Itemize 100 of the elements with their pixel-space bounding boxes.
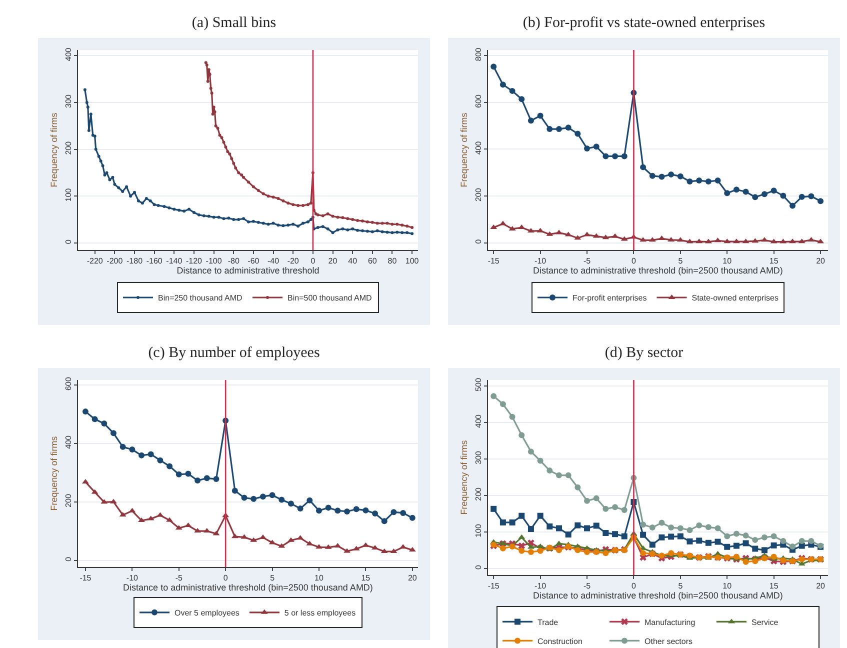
- y-tick-label: 0: [64, 556, 73, 562]
- point: [518, 512, 525, 519]
- point: [686, 527, 693, 534]
- point: [574, 130, 581, 137]
- point: [82, 478, 89, 484]
- point: [658, 174, 665, 180]
- point: [490, 64, 497, 70]
- point: [518, 432, 525, 438]
- point: [752, 194, 758, 200]
- x-tick-label: -140: [166, 256, 183, 266]
- x-tick-label: 20: [816, 256, 826, 266]
- point: [490, 506, 497, 512]
- point: [649, 172, 656, 179]
- point: [316, 544, 322, 549]
- legend-label: Service: [752, 618, 779, 627]
- point: [362, 507, 369, 514]
- point: [537, 112, 544, 119]
- point: [770, 542, 777, 548]
- x-tick-label: -20: [287, 256, 300, 266]
- point: [770, 188, 777, 194]
- point: [509, 414, 516, 420]
- point: [390, 509, 397, 516]
- legend-label: Over 5 employees: [174, 608, 240, 618]
- x-tick-label: -60: [248, 256, 260, 266]
- point: [733, 186, 740, 193]
- point: [110, 430, 116, 436]
- point: [686, 538, 693, 544]
- point: [176, 471, 182, 478]
- point: [241, 494, 248, 501]
- point: [556, 540, 562, 546]
- legend-label: Construction: [538, 636, 582, 646]
- point: [640, 532, 646, 538]
- point: [696, 522, 702, 528]
- point: [204, 475, 210, 482]
- point: [565, 124, 572, 131]
- point: [733, 530, 740, 537]
- x-tick-label: 15: [769, 582, 779, 591]
- point: [556, 547, 562, 554]
- point: [770, 533, 777, 540]
- point: [602, 153, 609, 160]
- point: [668, 534, 674, 540]
- y-tick-label: 400: [474, 140, 483, 155]
- point: [714, 525, 721, 532]
- y-tick-label: 200: [64, 493, 73, 508]
- point: [658, 534, 665, 540]
- x-tick-label: 5: [678, 256, 684, 266]
- point: [185, 470, 192, 477]
- point: [752, 558, 758, 564]
- y-tick-label: 100: [474, 523, 483, 538]
- point: [612, 531, 618, 538]
- point: [556, 472, 562, 478]
- point: [780, 192, 786, 199]
- point: [278, 496, 285, 503]
- y-tick-label: 100: [64, 188, 73, 202]
- point: [668, 524, 674, 531]
- point: [733, 238, 740, 244]
- x-axis-title: Distance to administrative threshold (bin=2500 thousand AMD): [533, 266, 783, 276]
- point: [808, 193, 814, 200]
- point: [752, 546, 758, 552]
- point: [705, 524, 712, 530]
- y-axis-title: Frequency of firms: [459, 112, 470, 188]
- point: [649, 542, 656, 548]
- x-tick-label: 10: [722, 256, 732, 266]
- x-axis-title: Distance to administrative threshold: [176, 266, 320, 276]
- point: [593, 495, 600, 502]
- point: [714, 538, 721, 545]
- point: [584, 498, 590, 504]
- point: [334, 508, 341, 514]
- x-tick-label: -80: [228, 256, 240, 266]
- point: [528, 118, 534, 124]
- point: [528, 448, 534, 455]
- y-tick-label: 500: [474, 377, 483, 392]
- point: [509, 88, 516, 94]
- point: [500, 519, 506, 526]
- point: [742, 188, 749, 195]
- point: [518, 548, 525, 554]
- legend-label: State-owned enterprises: [692, 294, 778, 303]
- y-tick-label: 0: [64, 238, 73, 244]
- point: [92, 416, 98, 422]
- x-tick-label: 10: [314, 574, 324, 583]
- point: [528, 228, 534, 233]
- point: [798, 542, 805, 549]
- x-tick-label: -40: [268, 256, 280, 266]
- x-tick-label: -200: [106, 256, 124, 266]
- point: [742, 540, 749, 546]
- point: [640, 550, 646, 556]
- x-tick-label: -15: [488, 582, 500, 591]
- y-tick-label: 300: [474, 450, 483, 464]
- point: [789, 238, 796, 244]
- x-tick-label: 0: [310, 256, 316, 266]
- point: [761, 237, 768, 242]
- x-tick-label: -10: [534, 582, 547, 591]
- point: [500, 82, 506, 88]
- point: [761, 547, 768, 554]
- y-tick-label: 400: [474, 414, 483, 428]
- x-tick-label: 10: [722, 582, 732, 591]
- point: [640, 164, 646, 170]
- x-tick-label: -15: [488, 256, 500, 266]
- point: [148, 451, 154, 458]
- legend-label: Bin=250 thousand AMD: [158, 294, 243, 303]
